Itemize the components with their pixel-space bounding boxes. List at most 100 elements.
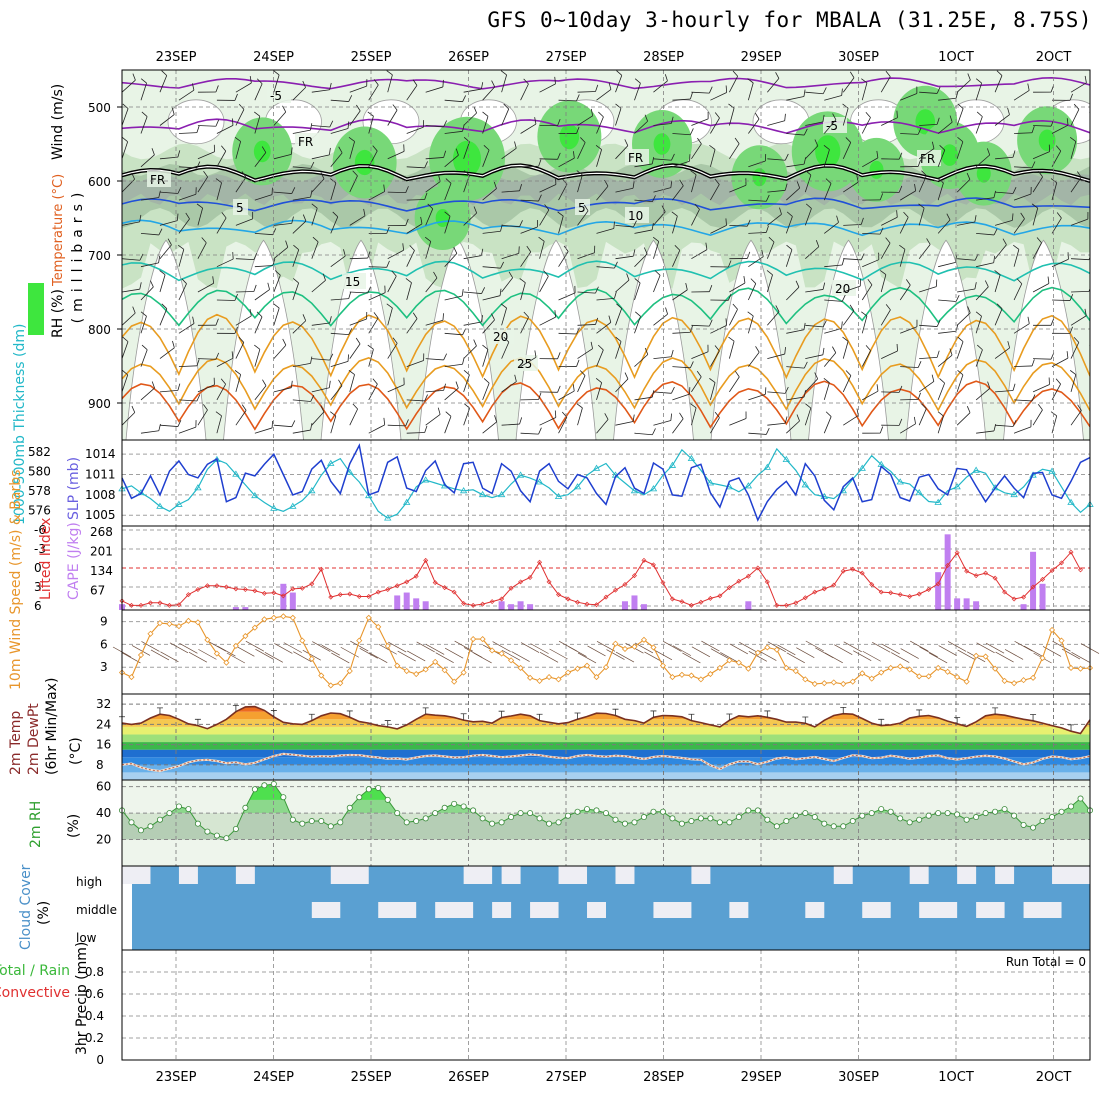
wind-barb xyxy=(539,184,557,193)
date-label-bottom: 25SEP xyxy=(351,1070,392,1085)
temperature-contour-label: 10 xyxy=(628,209,643,223)
wind-barb xyxy=(862,259,879,268)
wind-barb xyxy=(672,160,690,168)
wind-barb-feather xyxy=(690,92,693,100)
li-tick-label: -6 xyxy=(34,523,46,537)
wind-speed-marker xyxy=(232,642,239,649)
wind-barb xyxy=(805,324,824,328)
wind-barb-feather xyxy=(1055,145,1062,152)
thickness-marker xyxy=(535,478,544,485)
wind-barb-feather xyxy=(996,303,1003,310)
rh2m-marker xyxy=(365,786,372,793)
wind-speed-marker xyxy=(802,676,809,683)
wind-tick-label: 6 xyxy=(100,637,108,651)
date-label-bottom: 27SEP xyxy=(546,1070,587,1085)
cloud-gap-high xyxy=(235,866,255,884)
wind-barb-feather xyxy=(202,404,208,411)
wind-barb-10m xyxy=(1014,640,1033,652)
wind-speed-line xyxy=(121,615,1091,687)
wind-barb-feather xyxy=(632,181,635,189)
contour-label-bg xyxy=(917,150,941,166)
rh2m-marker xyxy=(432,810,439,817)
precip-ylabel: 3hr Precip (mm) xyxy=(74,942,90,1055)
wind-barb xyxy=(311,125,330,128)
wind-barb xyxy=(520,199,539,202)
wind-barb xyxy=(122,288,140,293)
wind-barb xyxy=(539,417,556,426)
wind-barb xyxy=(786,329,805,334)
wind-barb-feather xyxy=(491,80,496,88)
wind-barb xyxy=(292,399,311,402)
thickness-marker xyxy=(858,464,866,471)
wind-barb xyxy=(994,114,1010,126)
wind-barb-feather xyxy=(747,78,754,84)
lifted-index-marker xyxy=(926,587,932,593)
cloud-gap-high xyxy=(330,866,369,884)
lifted-index-marker xyxy=(195,587,201,593)
wind-barb xyxy=(558,292,576,301)
rh2m-marker xyxy=(565,812,572,819)
lifted-index-marker xyxy=(964,568,970,574)
rh2m-marker xyxy=(925,812,932,819)
cloud-gap-high xyxy=(691,866,711,884)
wind-barb xyxy=(368,383,378,401)
wind-barb xyxy=(861,350,871,367)
wind-speed-marker xyxy=(849,678,856,685)
wind-barb-feather xyxy=(557,352,561,359)
wind-barb-feather xyxy=(523,311,529,318)
wind-barb xyxy=(1051,124,1069,134)
rh2m-marker xyxy=(783,818,790,825)
wind-barb-feather xyxy=(604,413,609,420)
wind-barb-feather xyxy=(931,374,935,382)
wind-barb xyxy=(785,216,793,234)
wind-barb xyxy=(444,295,463,301)
wind-barb xyxy=(178,218,190,234)
wind-barb-feather xyxy=(679,179,684,186)
wind-barb-feather xyxy=(652,236,659,242)
wind-barb-10m xyxy=(312,641,331,652)
wind-barb xyxy=(804,407,812,426)
rh2m-marker xyxy=(1020,821,1027,828)
wind-barb xyxy=(463,141,470,159)
wind-speed-marker xyxy=(394,662,401,669)
li-ylabel: Lifted Index xyxy=(38,518,54,600)
cloud-gap-high xyxy=(501,866,521,884)
wind-speed-marker xyxy=(745,665,752,672)
wind-speed-marker xyxy=(337,680,344,687)
wind-barb-feather xyxy=(347,121,350,129)
cloud-gap-middle xyxy=(311,902,341,918)
wind-barb xyxy=(672,215,678,234)
cape-bar xyxy=(973,601,980,610)
wind-barb-feather xyxy=(590,341,593,349)
wind-barb-10m xyxy=(1004,649,1024,660)
wind-barb xyxy=(577,210,589,226)
wind-barb xyxy=(235,258,254,261)
cape-bar xyxy=(403,592,410,610)
wind-barb xyxy=(558,215,564,234)
lifted-index-marker xyxy=(299,585,305,591)
lifted-index-marker xyxy=(688,602,694,608)
ylabel-2m-rh: 2m RH xyxy=(28,801,44,848)
wind-speed-marker xyxy=(688,672,695,679)
wind-speed-marker xyxy=(754,649,761,656)
wind-barb-10m xyxy=(492,641,511,652)
wind-barb xyxy=(159,274,166,293)
rh2m-marker xyxy=(413,818,420,825)
rh2m-marker xyxy=(280,794,287,801)
wind-barb-feather xyxy=(514,374,517,382)
wind-barb xyxy=(975,154,990,168)
wind-barb xyxy=(747,315,754,334)
wind-barb-feather xyxy=(898,385,903,393)
wind-speed-marker xyxy=(346,667,353,675)
rh2m-marker xyxy=(574,808,581,815)
wind-barb-feather xyxy=(363,208,366,216)
thickness-marker xyxy=(459,487,468,494)
wind-barb xyxy=(463,291,482,294)
wind-barb-feather xyxy=(557,385,561,393)
wind-barb xyxy=(994,220,1013,226)
wind-barb-feather xyxy=(651,222,654,231)
wind-barb-feather xyxy=(841,88,843,96)
lifted-index-marker xyxy=(508,585,514,591)
wind-barb-feather xyxy=(761,249,764,257)
rh2m-marker xyxy=(451,800,458,807)
